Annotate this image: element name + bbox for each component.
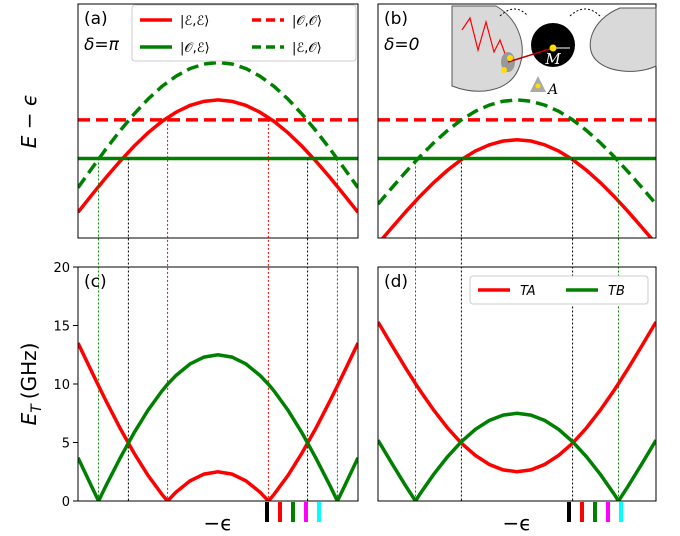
legend-label: TA — [520, 284, 536, 299]
legend-label: |𝒪,ℰ⟩ — [180, 41, 210, 56]
series-line — [78, 342, 358, 501]
series-line — [78, 352, 358, 501]
lead-right — [589, 7, 657, 72]
legend-label: |ℰ,𝒪⟩ — [292, 41, 322, 56]
legend-label: TB — [608, 284, 625, 299]
hop-arrow — [499, 8, 529, 17]
marker-bar — [317, 502, 321, 522]
y-label-unit: (GHz) — [17, 343, 41, 400]
inset-label: A — [546, 82, 558, 98]
y-tick-label: 10 — [53, 378, 70, 393]
panel-frame — [77, 266, 359, 502]
bond — [507, 47, 554, 63]
series-line — [378, 98, 656, 206]
panel-annotation: δ=π — [84, 35, 120, 55]
plot-area — [378, 98, 656, 238]
legend-box — [131, 4, 357, 62]
panel-label: (b) — [384, 9, 408, 29]
legend-box — [469, 275, 649, 305]
legend-label: |𝒪,𝒪⟩ — [292, 14, 322, 29]
marker-bar — [619, 502, 623, 522]
panel-label: (c) — [84, 272, 107, 292]
series-line — [378, 411, 656, 501]
y-label-sub: T — [29, 403, 45, 413]
spot — [549, 44, 557, 52]
legend-label: |ℰ,ℰ⟩ — [180, 14, 209, 29]
y-tick-label: 20 — [53, 261, 70, 276]
plot-area — [378, 321, 656, 501]
inset-diagram: MA — [451, 5, 657, 98]
y-label-main: E — [17, 412, 41, 425]
panel-label: (d) — [384, 272, 408, 292]
marker-bar — [606, 502, 610, 522]
marker-bar — [265, 502, 269, 522]
y-tick-label: 15 — [53, 320, 70, 335]
color-bar-markers — [265, 502, 623, 522]
panel-frame — [377, 266, 657, 502]
hop-arrow — [569, 8, 601, 17]
marker-bar — [580, 502, 584, 522]
inset-label: M — [544, 50, 561, 68]
plot-area — [78, 60, 358, 214]
x-axis-label: −ϵ — [502, 511, 531, 535]
marker-bar — [291, 502, 295, 522]
marker-bar — [304, 502, 308, 522]
lead-left — [451, 5, 523, 92]
panel-annotation: δ=0 — [384, 35, 419, 55]
series-line — [78, 60, 358, 189]
series-line — [380, 137, 654, 238]
series-line — [78, 98, 358, 214]
spot — [507, 55, 513, 61]
y-tick-label: 5 — [62, 437, 70, 452]
panel-frame — [377, 3, 657, 239]
y-tick-label: 0 — [62, 495, 70, 510]
plot-area — [78, 342, 358, 501]
series-line — [378, 321, 656, 474]
marker-bar — [593, 502, 597, 522]
y-axis-label: E − ϵ — [17, 94, 41, 148]
marker-bar — [278, 502, 282, 522]
photon — [461, 16, 509, 63]
panel-label: (a) — [84, 9, 108, 29]
x-axis-label: −ϵ — [203, 511, 232, 535]
marker-bar — [567, 502, 571, 522]
spot — [535, 83, 541, 89]
y-axis-label: ET (GHz) — [17, 343, 45, 426]
panel-frame — [77, 3, 359, 239]
spot — [501, 67, 507, 73]
